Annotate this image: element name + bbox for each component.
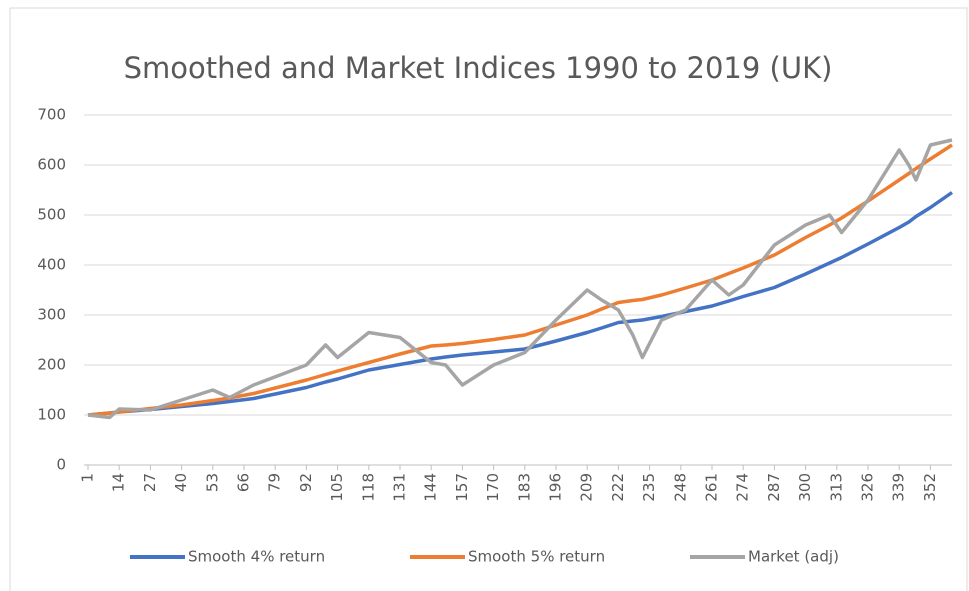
x-tick-label: 274 xyxy=(734,473,752,502)
x-tick-label: 196 xyxy=(547,473,565,502)
y-tick-label: 500 xyxy=(37,206,66,224)
series-line xyxy=(87,191,953,417)
x-tick-label: 144 xyxy=(422,473,440,502)
x-tick-label: 1 xyxy=(79,473,97,483)
chart-title: Smoothed and Market Indices 1990 to 2019… xyxy=(124,51,833,85)
y-tick-label: 100 xyxy=(37,406,66,424)
x-tick-label: 326 xyxy=(859,473,877,502)
x-tick-label: 27 xyxy=(141,473,159,492)
y-tick-label: 300 xyxy=(37,306,66,324)
x-tick-label: 339 xyxy=(890,473,908,502)
x-tick-label: 248 xyxy=(671,473,689,502)
x-tick-label: 352 xyxy=(921,473,939,502)
y-tick-label: 200 xyxy=(37,356,66,374)
y-tick-label: 700 xyxy=(37,106,66,124)
y-tick-label: 400 xyxy=(37,256,66,274)
x-tick-label: 53 xyxy=(203,473,221,492)
x-tick-label: 261 xyxy=(703,473,721,502)
x-tick-label: 118 xyxy=(359,473,377,502)
y-tick-label: 600 xyxy=(37,156,66,174)
x-tick-label: 313 xyxy=(827,473,845,502)
x-tick-label: 92 xyxy=(297,473,315,492)
x-tick-label: 183 xyxy=(515,473,533,502)
series-line xyxy=(87,138,953,420)
x-tick-label: 300 xyxy=(796,473,814,502)
legend-label: Smooth 4% return xyxy=(188,548,325,566)
legend-label: Smooth 5% return xyxy=(468,548,605,566)
x-tick-label: 14 xyxy=(110,473,128,492)
x-tick-label: 66 xyxy=(235,473,253,492)
x-tick-label: 105 xyxy=(328,473,346,502)
series-line xyxy=(87,143,953,417)
x-tick-label: 235 xyxy=(640,473,658,502)
y-tick-label: 0 xyxy=(56,456,66,474)
x-tick-label: 222 xyxy=(609,473,627,502)
x-tick-label: 287 xyxy=(765,473,783,502)
x-tick-label: 209 xyxy=(578,473,596,502)
x-tick-label: 170 xyxy=(484,473,502,502)
x-tick-label: 157 xyxy=(453,473,471,502)
x-tick-label: 79 xyxy=(266,473,284,492)
chart-border xyxy=(9,7,968,591)
x-tick-label: 131 xyxy=(391,473,409,502)
legend-label: Market (adj) xyxy=(748,548,839,566)
x-tick-label: 40 xyxy=(172,473,190,492)
